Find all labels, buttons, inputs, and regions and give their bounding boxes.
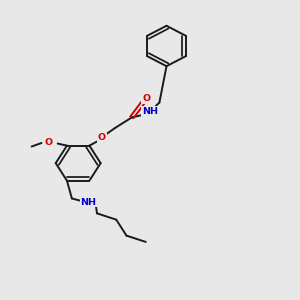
Text: NH: NH [142, 107, 158, 116]
Text: O: O [98, 134, 106, 142]
Text: O: O [142, 94, 150, 103]
Text: NH: NH [80, 198, 96, 207]
Text: O: O [45, 138, 53, 147]
